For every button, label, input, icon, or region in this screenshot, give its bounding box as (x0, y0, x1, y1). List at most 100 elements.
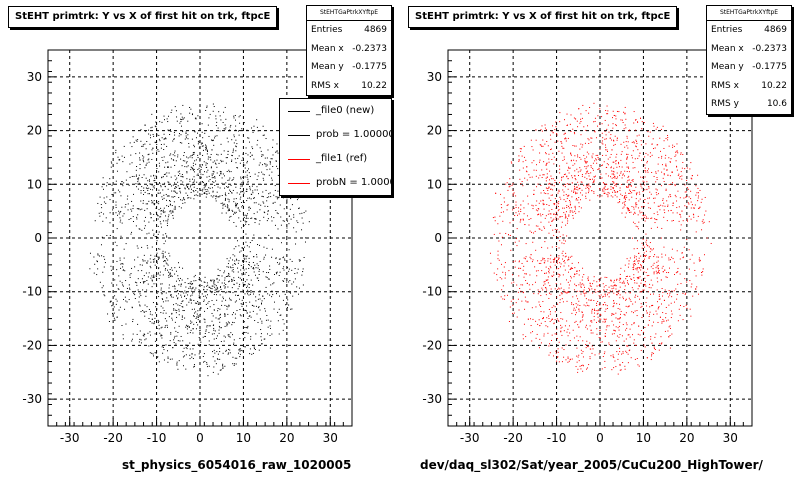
data-point (122, 185, 124, 187)
data-point (634, 158, 636, 160)
x-axis-label-left: st_physics_6054016_raw_1020005 (122, 458, 352, 472)
data-point (212, 356, 214, 358)
data-point (221, 300, 223, 302)
data-point (544, 127, 546, 129)
data-point (197, 195, 199, 197)
data-point (636, 276, 638, 278)
data-point (273, 282, 275, 284)
data-point (606, 183, 608, 185)
data-point (515, 212, 517, 214)
data-point (652, 284, 654, 286)
data-point (172, 285, 174, 287)
data-point (288, 249, 290, 251)
data-point (168, 284, 170, 286)
data-point (187, 194, 189, 196)
data-point (666, 220, 668, 222)
data-point (531, 176, 533, 178)
data-point (627, 306, 629, 308)
data-point (636, 192, 638, 194)
data-point (241, 303, 243, 305)
data-point (585, 197, 587, 199)
data-point (193, 130, 195, 132)
data-point (246, 245, 248, 247)
data-point (216, 196, 218, 198)
data-point (148, 187, 150, 189)
data-point (587, 125, 589, 127)
data-point (540, 129, 542, 131)
data-point (617, 190, 619, 192)
data-point (259, 318, 261, 320)
data-point (582, 144, 584, 146)
data-point (173, 304, 175, 306)
data-point (205, 146, 207, 148)
data-point (676, 207, 678, 209)
data-point (568, 265, 570, 267)
data-point (573, 117, 575, 119)
data-point (257, 267, 259, 269)
data-point (550, 138, 552, 140)
data-point (679, 214, 681, 216)
data-point (171, 312, 173, 314)
data-point (246, 160, 248, 162)
data-point (181, 316, 183, 318)
data-point (581, 279, 583, 281)
data-point (543, 174, 545, 176)
data-point (153, 187, 155, 189)
data-point (174, 206, 176, 208)
data-point (272, 294, 274, 296)
data-point (624, 124, 626, 126)
data-point (576, 306, 578, 308)
data-point (621, 212, 623, 214)
data-point (574, 163, 576, 165)
data-point (593, 180, 595, 182)
data-point (537, 183, 539, 185)
data-point (521, 181, 523, 183)
data-point (241, 299, 243, 301)
data-point (141, 177, 143, 179)
data-point (263, 216, 265, 218)
data-point (235, 204, 237, 206)
data-point (652, 138, 654, 140)
data-point (654, 218, 656, 220)
data-point (120, 267, 122, 269)
data-point (641, 279, 643, 281)
data-point (669, 335, 671, 337)
data-point (561, 145, 563, 147)
data-point (680, 152, 682, 154)
data-point (657, 281, 659, 283)
data-point (181, 318, 183, 320)
data-point (272, 139, 274, 141)
data-point (213, 329, 215, 331)
data-point (648, 135, 650, 137)
data-point (224, 128, 226, 130)
data-point (616, 294, 618, 296)
data-point (595, 154, 597, 156)
data-point (524, 273, 526, 275)
data-point (587, 278, 589, 280)
data-point (190, 188, 192, 190)
data-point (224, 193, 226, 195)
data-point (561, 177, 563, 179)
data-point (219, 308, 221, 310)
data-point (615, 124, 617, 126)
data-point (283, 266, 285, 268)
data-point (548, 158, 550, 160)
data-point (667, 330, 669, 332)
data-point (234, 158, 236, 160)
data-point (226, 137, 228, 139)
data-point (679, 197, 681, 199)
data-point (207, 151, 209, 153)
data-point (532, 331, 534, 333)
data-point (211, 187, 213, 189)
data-point (235, 258, 237, 260)
data-point (168, 195, 170, 197)
data-point (535, 175, 537, 177)
data-point (142, 200, 144, 202)
data-point (282, 257, 284, 259)
data-point (294, 273, 296, 275)
data-point (166, 324, 168, 326)
data-point (655, 310, 657, 312)
data-point (269, 294, 271, 296)
data-point (223, 272, 225, 274)
data-point (248, 267, 250, 269)
